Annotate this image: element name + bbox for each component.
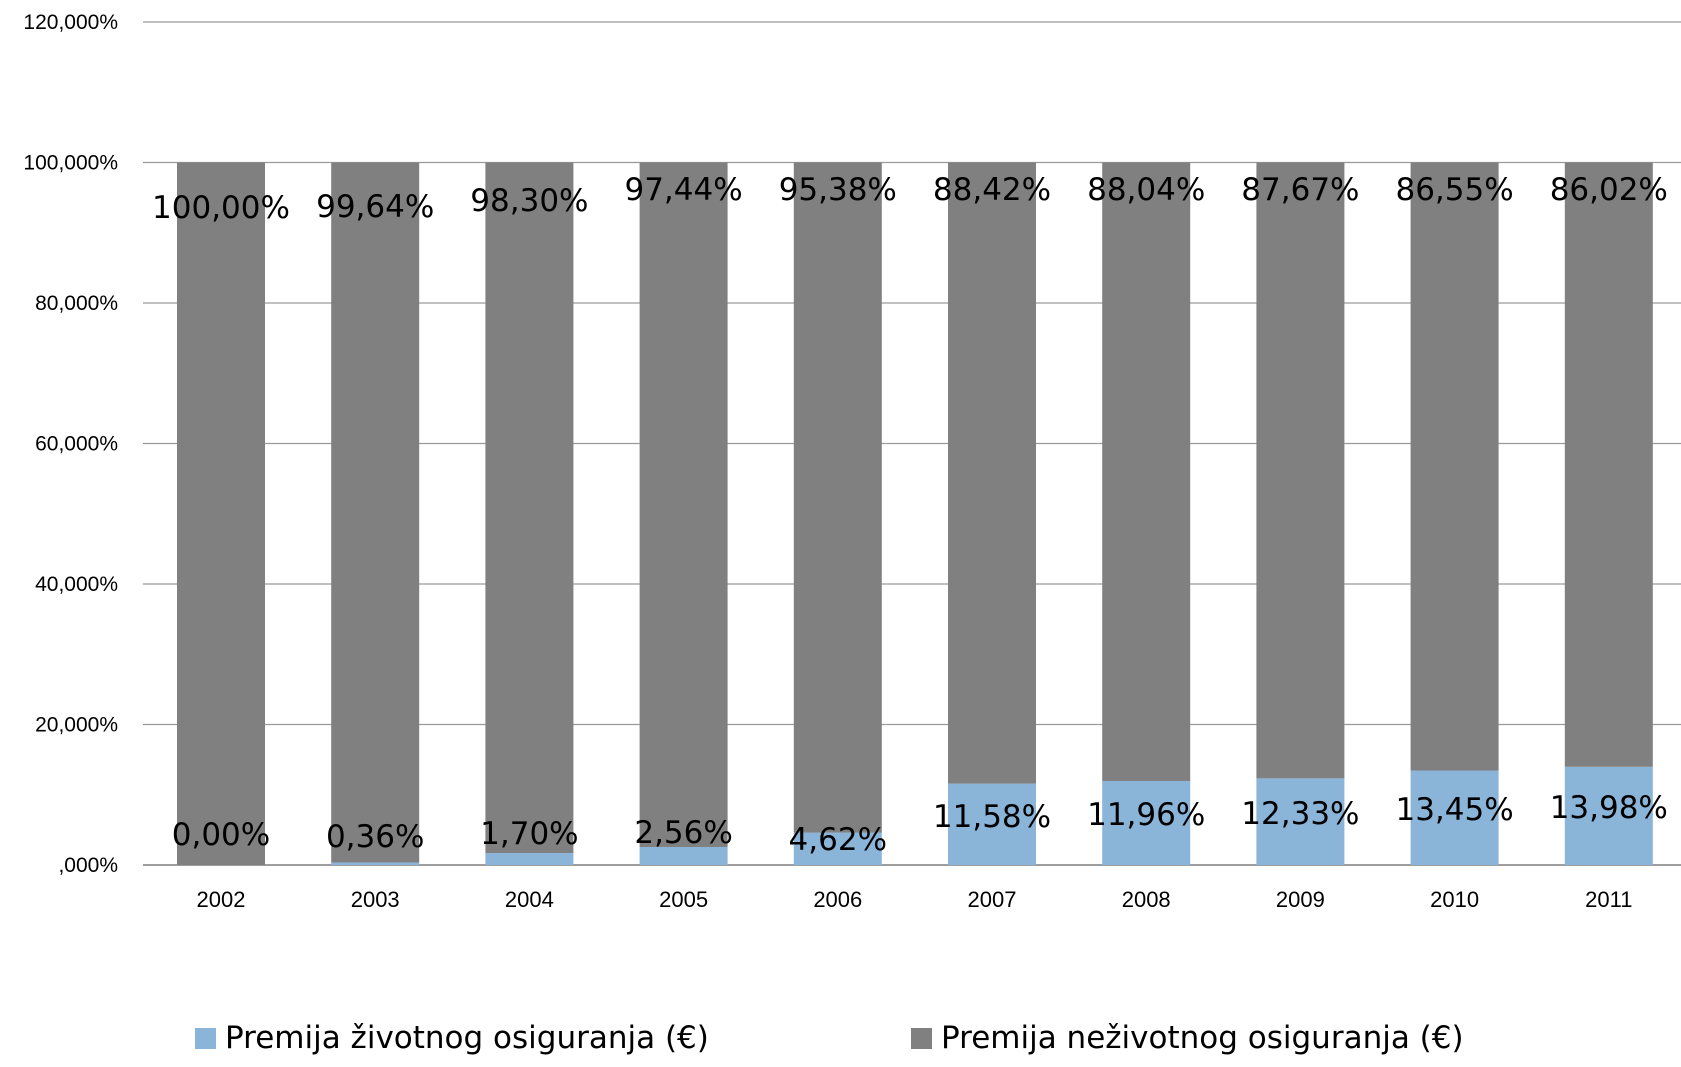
bar-nonlife-insurance [485,162,574,854]
data-label-nonlife: 100,00% [152,190,290,226]
data-label-life: 13,98% [1550,790,1668,826]
bar-life-insurance [1102,780,1191,865]
legend-label-life: Premija životnog osiguranja (€) [225,1020,709,1056]
y-tick-label: ,000% [58,854,118,877]
data-label-life: 4,62% [789,822,887,858]
legend-swatch-nonlife [911,1027,932,1049]
x-axis-tick-labels: 2002 2003 2004 2005 2006 2007 2008 2009 2010 2011 [197,887,1633,912]
x-tick-label: 2009 [1276,887,1325,912]
legend-swatch-life [195,1027,216,1049]
bar-life-insurance [485,853,574,865]
y-tick-label: 80,000% [35,292,118,315]
x-tick-label: 2011 [1585,887,1632,912]
data-label-nonlife: 99,64% [316,189,434,225]
y-tick-label: 60,000% [35,433,118,456]
x-tick-label: 2007 [968,887,1017,912]
data-label-life: 13,45% [1395,792,1513,828]
legend-label-nonlife: Premija neživotnog osiguranja (€) [941,1020,1464,1056]
y-tick-label: 20,000% [35,714,118,737]
legend-item-nonlife: Premija neživotnog osiguranja (€) [911,1020,1464,1056]
bar-life-insurance [1410,770,1499,865]
data-label-nonlife: 98,30% [470,183,588,219]
bar-nonlife-insurance [1256,162,1345,779]
data-label-life: 0,00% [172,817,270,853]
y-tick-label: 100,000% [23,152,118,175]
legend-item-life: Premija životnog osiguranja (€) [195,1020,709,1056]
y-tick-label: 120,000% [23,11,118,34]
data-label-life: 11,58% [933,799,1051,835]
stacked-bar-chart: ,000% 20,000% 40,000% 60,000% 80,000% 100,000… [23,11,1681,912]
data-label-nonlife: 86,02% [1550,172,1668,208]
data-label-life: 0,36% [326,819,424,855]
y-tick-label: 40,000% [35,573,118,596]
data-labels: 0,00% 100,00% 0,36% 99,64% 1,70% 98,30% 2,56% 9… [152,172,1668,858]
bar-life-insurance [639,847,728,865]
data-label-life: 1,70% [480,816,578,852]
data-label-life: 2,56% [634,815,732,851]
x-tick-label: 2003 [351,887,400,912]
bar-nonlife-insurance [177,162,265,865]
bar-nonlife-insurance [639,162,728,848]
data-label-nonlife: 88,42% [933,172,1051,208]
bar-nonlife-insurance [1564,162,1653,767]
x-tick-label: 2006 [813,887,862,912]
data-label-nonlife: 88,04% [1087,172,1205,208]
bar-life-insurance [331,862,420,865]
data-label-life: 12,33% [1241,796,1359,832]
bar-life-insurance [1256,778,1345,865]
data-label-nonlife: 95,38% [779,172,897,208]
bar-life-insurance [793,832,882,865]
bar-nonlife-insurance [1102,162,1191,781]
legend: Premija životnog osiguranja (€) Premija … [0,1020,1681,1066]
x-tick-label: 2002 [197,887,246,912]
bars [177,162,1653,865]
y-axis-tick-labels: ,000% 20,000% 40,000% 60,000% 80,000% 100,000… [23,11,118,877]
data-label-life: 11,96% [1087,797,1205,833]
data-label-nonlife: 87,67% [1241,172,1359,208]
bar-nonlife-insurance [1410,162,1499,771]
x-tick-label: 2008 [1122,887,1171,912]
x-tick-label: 2005 [659,887,708,912]
data-label-nonlife: 97,44% [624,172,742,208]
bar-nonlife-insurance [948,162,1036,784]
bar-nonlife-insurance [331,162,420,863]
x-tick-label: 2004 [505,887,554,912]
bar-life-insurance [1564,766,1653,865]
bar-life-insurance [948,783,1036,865]
bar-nonlife-insurance [793,162,882,833]
x-tick-label: 2010 [1430,887,1479,912]
data-label-nonlife: 86,55% [1395,172,1513,208]
